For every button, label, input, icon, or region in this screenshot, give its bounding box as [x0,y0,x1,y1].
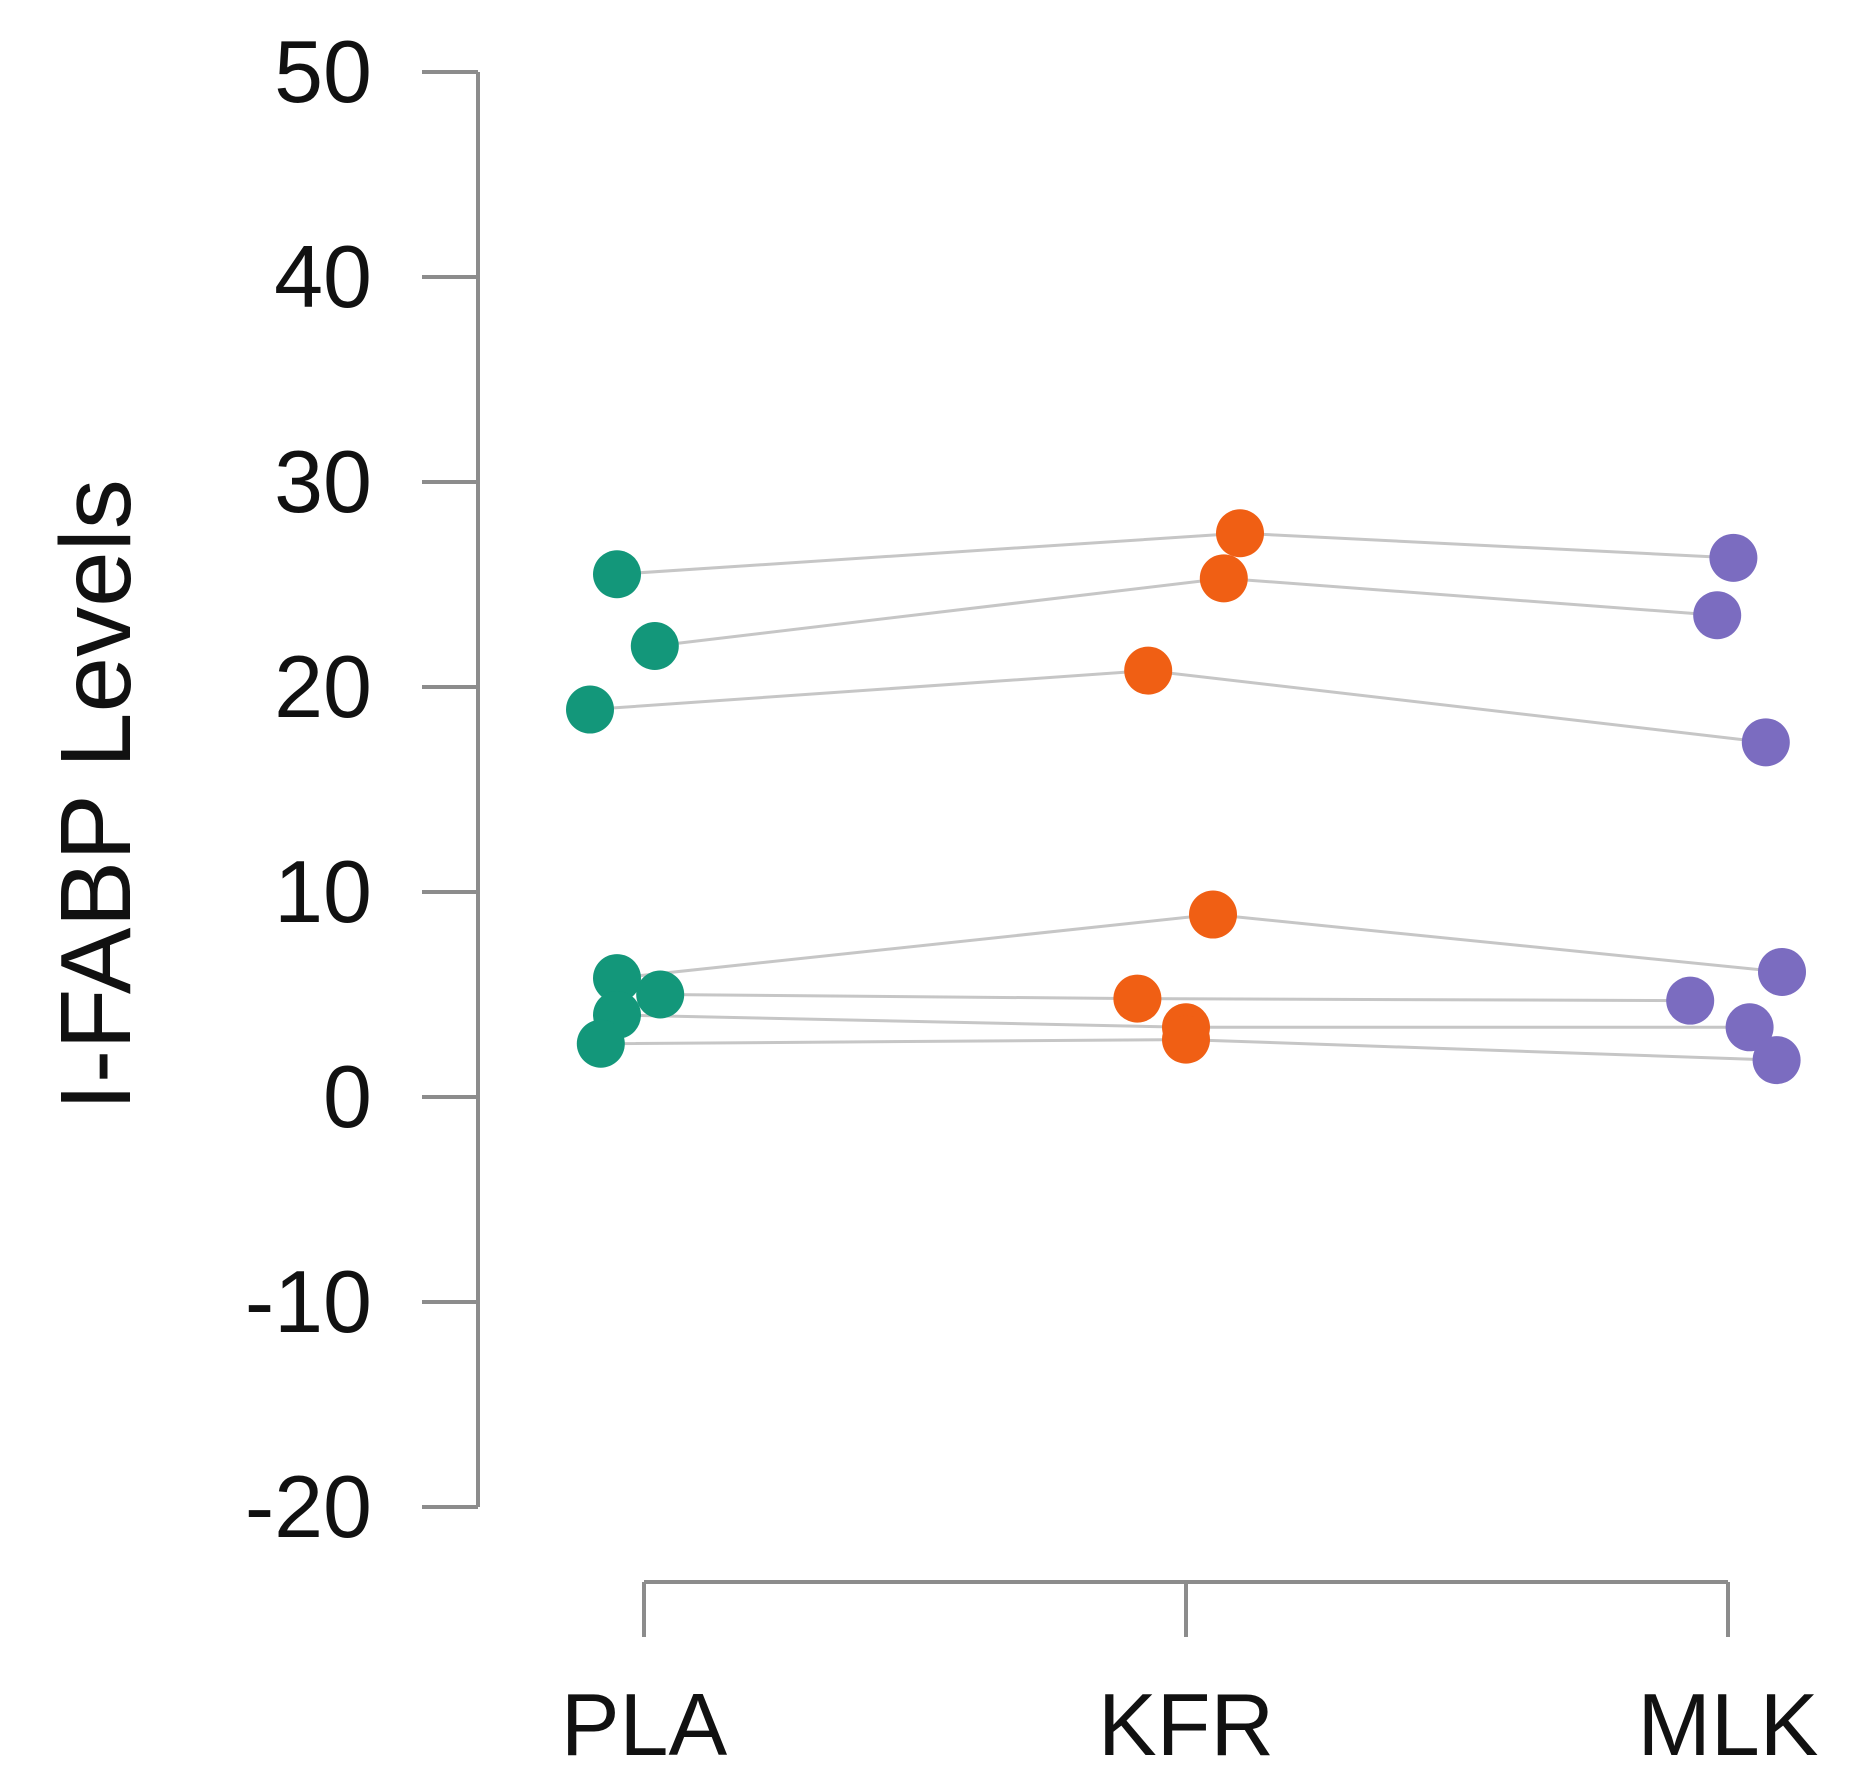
point-pla-subject-7 [576,1019,625,1068]
line-subject-2 [654,576,1718,648]
x-axis: PLA KFR MLK [561,1580,1819,1774]
point-pla-subject-1 [593,550,641,599]
point-mlk-subject-2 [1693,591,1742,640]
y-tick-label: 40 [274,227,372,326]
x-tick-label-kfr: KFR [1098,1675,1274,1774]
point-mlk-subject-4 [1758,947,1806,996]
line-subject-1 [616,531,1734,576]
point-mlk-subject-6 [1725,1003,1774,1052]
data-points [566,509,1806,1085]
point-pla-subject-5 [636,970,685,1019]
y-axis-title: I-FABP Levels [40,479,152,1111]
y-tick-label: 20 [274,637,372,736]
point-kfr-subject-7 [1162,1015,1210,1064]
y-tick-label: 0 [323,1047,372,1146]
point-kfr-subject-2 [1199,554,1248,603]
line-subject-5 [660,993,1691,1003]
line-subject-3 [589,669,1766,744]
point-pla-subject-4 [593,954,641,1003]
point-kfr-subject-1 [1216,509,1264,558]
y-tick-label: -20 [245,1457,372,1556]
point-mlk-subject-3 [1741,718,1790,767]
y-axis: -20 -10 0 10 20 30 40 50 [245,22,480,1556]
subject-lines [589,531,1783,1062]
y-tick-label: -10 [245,1252,372,1351]
point-mlk-subject-7 [1752,1036,1801,1085]
point-kfr-subject-3 [1124,646,1173,695]
y-tick-label: 30 [274,432,372,531]
x-tick-label-mlk: MLK [1638,1675,1819,1774]
point-kfr-subject-5 [1113,974,1162,1023]
x-tick-label-pla: PLA [561,1675,728,1774]
y-tick-label: 10 [274,842,372,941]
point-pla-subject-2 [630,622,679,670]
point-kfr-subject-4 [1189,890,1237,939]
point-pla-subject-3 [566,685,614,734]
point-mlk-subject-1 [1709,533,1758,582]
y-tick-label: 50 [274,22,372,121]
point-mlk-subject-5 [1666,976,1715,1025]
